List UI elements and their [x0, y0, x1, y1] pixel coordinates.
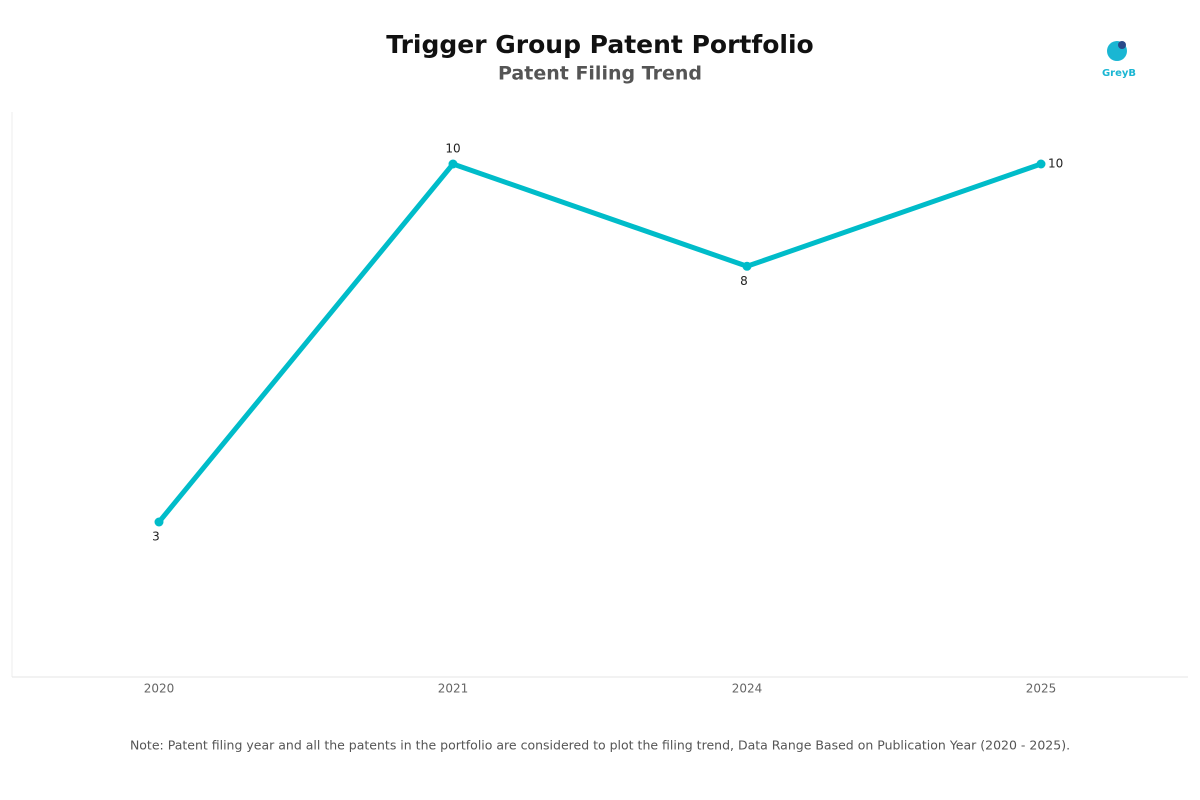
line: [157, 161, 1042, 524]
point: [154, 517, 164, 527]
chart-subtitle: Patent Filing Trend: [498, 63, 702, 85]
logo-text: GreyB: [1102, 68, 1136, 79]
point: [1036, 159, 1046, 169]
point: [448, 159, 458, 169]
x-tick-label: 2024: [732, 682, 763, 696]
data-label: 3: [152, 530, 160, 544]
logo: GreyB: [1102, 41, 1136, 79]
data-label: 8: [740, 274, 748, 288]
x-tick-label: 2021: [438, 682, 469, 696]
data-label: 10: [445, 142, 460, 156]
footnote: Note: Patent filing year and all the pat…: [130, 738, 1070, 753]
chart-title: Trigger Group Patent Portfolio: [386, 30, 813, 59]
point: [742, 261, 752, 271]
logo-icon-dot: [1118, 41, 1126, 49]
x-tick-label: 2020: [144, 682, 175, 696]
data-label: 10: [1048, 157, 1063, 171]
x-tick-label: 2025: [1026, 682, 1057, 696]
